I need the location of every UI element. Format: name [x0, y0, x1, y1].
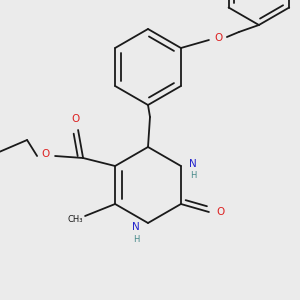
Text: O: O: [41, 149, 49, 159]
Text: CH₃: CH₃: [67, 214, 83, 224]
Text: H: H: [190, 172, 196, 181]
Text: O: O: [217, 207, 225, 217]
Text: O: O: [71, 114, 79, 124]
Text: H: H: [133, 236, 139, 244]
Text: N: N: [189, 159, 197, 169]
Text: N: N: [132, 222, 140, 232]
Text: O: O: [215, 33, 223, 43]
